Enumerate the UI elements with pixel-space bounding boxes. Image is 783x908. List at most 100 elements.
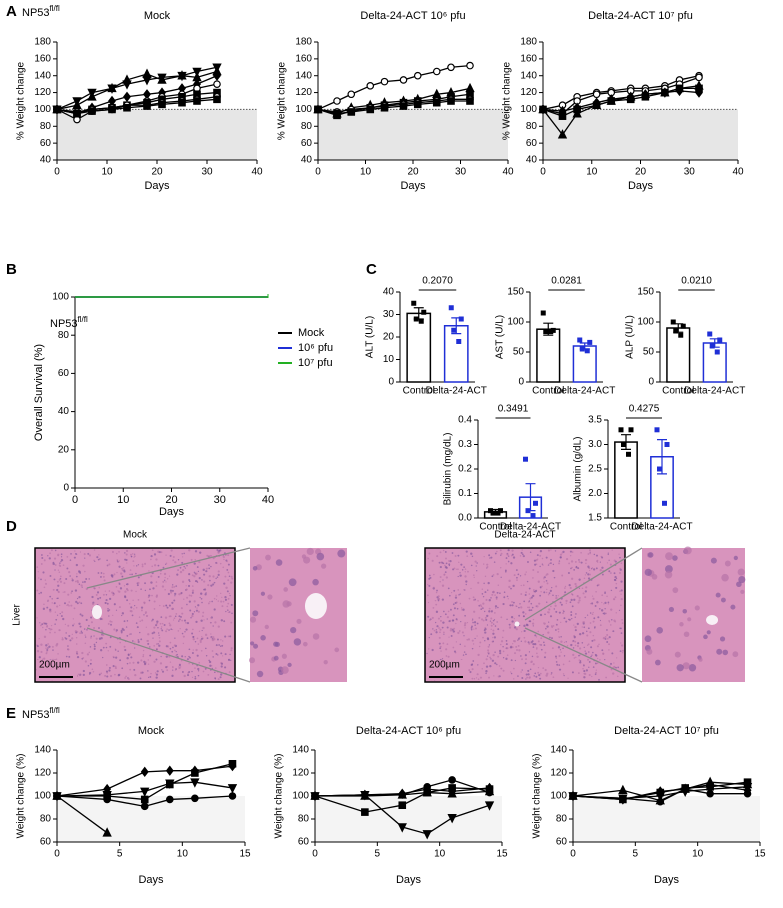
nucleus bbox=[211, 650, 214, 652]
series-line bbox=[56, 98, 218, 115]
nucleus bbox=[121, 667, 124, 670]
nucleus bbox=[502, 650, 505, 653]
nucleus bbox=[596, 645, 599, 648]
nucleus bbox=[502, 669, 505, 672]
nucleus bbox=[107, 650, 109, 652]
nucleus bbox=[477, 678, 480, 681]
y-tick-label: 140 bbox=[520, 70, 537, 81]
data-point bbox=[413, 71, 422, 80]
data-point bbox=[228, 792, 237, 800]
nucleus bbox=[174, 561, 177, 564]
data-point bbox=[88, 107, 96, 115]
nucleus bbox=[507, 548, 510, 552]
nucleus bbox=[547, 593, 550, 596]
nucleus bbox=[604, 636, 607, 638]
nucleus bbox=[217, 573, 220, 576]
nucleus bbox=[133, 555, 136, 558]
nucleus bbox=[197, 604, 200, 607]
nucleus bbox=[600, 609, 604, 612]
nucleus bbox=[547, 549, 551, 552]
nucleus bbox=[165, 630, 168, 633]
data-point bbox=[432, 67, 441, 76]
nucleus bbox=[302, 641, 308, 647]
nucleus bbox=[490, 597, 492, 599]
x-axis-label: Days bbox=[654, 874, 680, 886]
nucleus bbox=[474, 624, 476, 626]
nucleus bbox=[592, 568, 596, 571]
nucleus bbox=[192, 635, 195, 638]
nucleus bbox=[591, 602, 594, 605]
nucleus bbox=[172, 555, 175, 559]
p-value: 0.4275 bbox=[629, 404, 660, 415]
nucleus bbox=[539, 550, 543, 553]
nucleus bbox=[45, 652, 48, 655]
nucleus bbox=[433, 629, 436, 632]
nucleus bbox=[71, 577, 73, 580]
nucleus bbox=[230, 647, 233, 650]
nucleus bbox=[587, 573, 590, 576]
data-point bbox=[707, 331, 713, 337]
nucleus bbox=[578, 654, 580, 657]
nucleus bbox=[470, 552, 473, 555]
nucleus bbox=[204, 667, 207, 670]
data-point bbox=[447, 814, 457, 824]
nucleus bbox=[162, 566, 165, 569]
nucleus bbox=[74, 550, 76, 552]
nucleus bbox=[558, 668, 562, 671]
nucleus bbox=[516, 576, 518, 579]
nucleus bbox=[194, 550, 198, 553]
nucleus bbox=[476, 570, 478, 572]
nucleus bbox=[230, 621, 233, 624]
nucleus bbox=[481, 668, 484, 670]
nucleus bbox=[427, 615, 430, 618]
nucleus bbox=[37, 571, 39, 573]
nucleus bbox=[140, 606, 144, 609]
nucleus bbox=[439, 565, 442, 569]
nucleus bbox=[204, 593, 207, 596]
nucleus bbox=[100, 649, 103, 652]
nucleus bbox=[525, 623, 528, 626]
nucleus bbox=[217, 625, 220, 628]
nucleus bbox=[491, 659, 495, 662]
nucleus bbox=[225, 610, 227, 613]
nucleus bbox=[571, 671, 574, 674]
nucleus bbox=[523, 600, 526, 603]
nucleus bbox=[90, 616, 93, 619]
nucleus bbox=[77, 570, 81, 573]
x-tick-label: 0 bbox=[54, 849, 60, 860]
nucleus bbox=[512, 556, 516, 559]
nucleus bbox=[585, 572, 588, 574]
nucleus bbox=[531, 655, 534, 658]
nucleus bbox=[452, 646, 455, 649]
nucleus bbox=[192, 649, 194, 651]
data-point bbox=[432, 98, 441, 107]
nucleus bbox=[320, 563, 327, 569]
nucleus bbox=[471, 639, 474, 642]
nucleus bbox=[443, 633, 445, 635]
nucleus bbox=[486, 655, 489, 657]
nucleus bbox=[591, 654, 593, 656]
nucleus bbox=[119, 641, 122, 644]
nucleus bbox=[253, 643, 259, 649]
nucleus bbox=[550, 672, 553, 674]
nucleus bbox=[515, 645, 518, 648]
nucleus bbox=[71, 590, 73, 593]
nucleus bbox=[79, 551, 82, 553]
nucleus bbox=[60, 556, 63, 558]
nucleus bbox=[616, 657, 618, 659]
nucleus bbox=[49, 595, 52, 598]
nucleus bbox=[439, 631, 441, 634]
nucleus bbox=[188, 655, 190, 658]
nucleus bbox=[36, 650, 40, 653]
nucleus bbox=[565, 602, 567, 604]
nucleus bbox=[200, 592, 203, 595]
nucleus bbox=[683, 631, 690, 638]
nucleus bbox=[564, 585, 567, 588]
nucleus bbox=[109, 674, 113, 678]
nucleus bbox=[456, 607, 459, 610]
nucleus bbox=[183, 552, 185, 555]
nucleus bbox=[494, 594, 496, 596]
nucleus bbox=[187, 674, 190, 677]
nucleus bbox=[535, 605, 537, 607]
nucleus bbox=[153, 626, 156, 629]
